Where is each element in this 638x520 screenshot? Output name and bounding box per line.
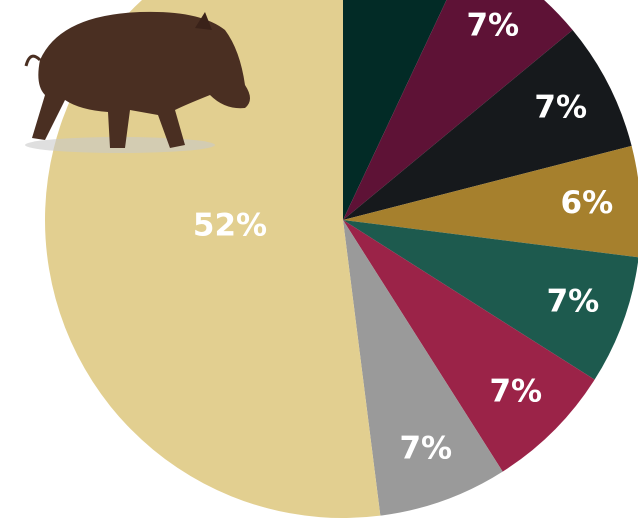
slice-label: 7% [547, 283, 600, 319]
slice-label: 7% [534, 90, 587, 126]
pie-slice [343, 220, 638, 380]
slice-label: 7% [399, 430, 452, 466]
pie-slice [343, 220, 503, 516]
pie-slice [45, 0, 381, 518]
pie: 7% 7% 6% 7% 7% 7% 52% [45, 0, 638, 518]
slice-label: 7% [466, 7, 519, 43]
pie-slice [343, 0, 447, 220]
pie-slice [343, 220, 595, 472]
slice-label: 6% [561, 185, 614, 221]
pie-slice [343, 30, 632, 220]
pie-slice [343, 145, 638, 258]
boar-image [24, 11, 250, 153]
slice-label: 7% [489, 373, 542, 409]
pie-slice [343, 0, 573, 220]
slice-label: 52% [193, 208, 267, 244]
